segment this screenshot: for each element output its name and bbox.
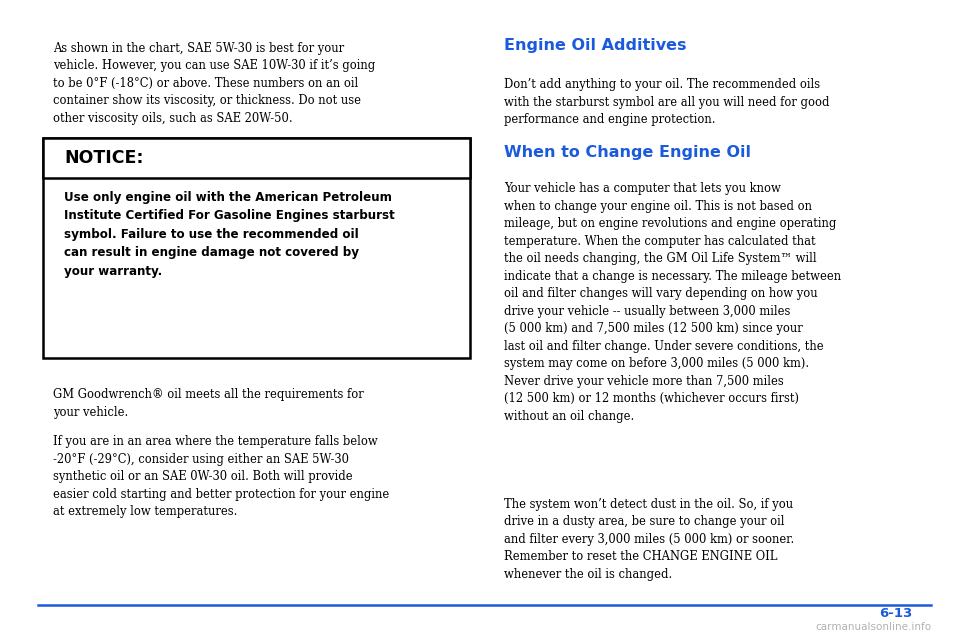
FancyBboxPatch shape [43,138,470,178]
Text: Don’t add anything to your oil. The recommended oils
with the starburst symbol a: Don’t add anything to your oil. The reco… [504,78,829,126]
Text: Use only engine oil with the American Petroleum
Institute Certified For Gasoline: Use only engine oil with the American Pe… [64,191,396,278]
Text: If you are in an area where the temperature falls below
-20°F (-29°C), consider : If you are in an area where the temperat… [53,435,389,518]
Text: GM Goodwrench® oil meets all the requirements for
your vehicle.: GM Goodwrench® oil meets all the require… [53,388,364,419]
Text: As shown in the chart, SAE 5W-30 is best for your
vehicle. However, you can use : As shown in the chart, SAE 5W-30 is best… [53,42,375,125]
Text: NOTICE:: NOTICE: [64,148,144,167]
Text: Your vehicle has a computer that lets you know
when to change your engine oil. T: Your vehicle has a computer that lets yo… [504,182,841,423]
FancyBboxPatch shape [43,138,470,358]
Text: Engine Oil Additives: Engine Oil Additives [504,38,686,53]
Text: carmanualsonline.info: carmanualsonline.info [815,622,931,632]
Text: The system won’t detect dust in the oil. So, if you
drive in a dusty area, be su: The system won’t detect dust in the oil.… [504,498,794,581]
Text: 6-13: 6-13 [878,607,912,620]
Text: When to Change Engine Oil: When to Change Engine Oil [504,145,751,160]
